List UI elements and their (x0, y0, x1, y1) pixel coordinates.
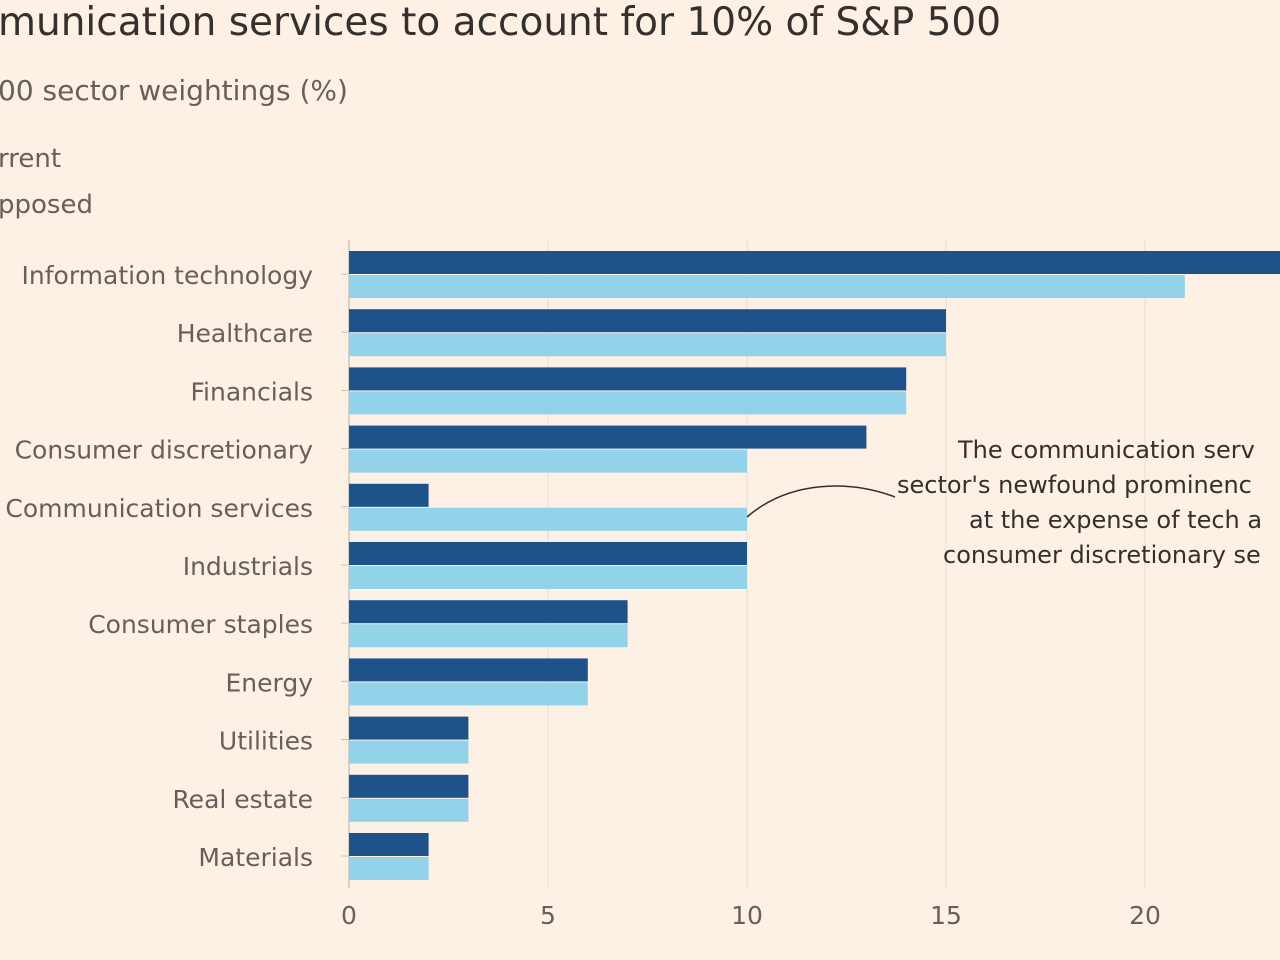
category-label: Energy (225, 668, 313, 697)
bar-proposed (349, 449, 747, 473)
annotation-text: consumer discretionary se (943, 541, 1261, 569)
bar-proposed (349, 857, 429, 880)
category-label: Consumer discretionary (15, 436, 314, 465)
bar-proposed (349, 275, 1185, 298)
bar-current (349, 367, 907, 391)
bar-proposed (349, 682, 588, 706)
bar-current (349, 542, 747, 565)
category-label: Industrials (183, 552, 313, 581)
bar-proposed (349, 391, 907, 415)
bar-proposed (349, 624, 628, 648)
bar-current (349, 716, 469, 740)
x-tick-label: 15 (930, 901, 962, 930)
bar-current (349, 600, 628, 624)
x-tick-label: 10 (731, 901, 763, 930)
category-label: Financials (191, 377, 314, 406)
category-label: Real estate (172, 785, 313, 814)
annotation-leader-line (746, 485, 896, 518)
category-label: Communication services (5, 494, 313, 523)
bar-current (349, 425, 867, 449)
annotation-text: sector's newfound prominenc (897, 471, 1252, 499)
x-tick-label: 0 (341, 901, 357, 930)
x-tick-label: 5 (540, 901, 556, 930)
bar-proposed (349, 740, 469, 764)
bar-current (349, 309, 946, 333)
category-label: Materials (198, 843, 313, 872)
category-label: Consumer staples (88, 610, 313, 639)
bar-proposed (349, 333, 946, 357)
annotation-text: at the expense of tech a (969, 506, 1262, 534)
bar-proposed (349, 798, 469, 822)
bar-current (349, 251, 1280, 274)
legend-current: rrent (0, 144, 62, 174)
bar-proposed (349, 507, 747, 531)
legend-proposed: pposed (0, 190, 93, 220)
category-label: Utilities (219, 727, 313, 756)
bar-current (349, 774, 469, 798)
bar-current (349, 483, 429, 507)
annotation-text: The communication serv (957, 436, 1255, 464)
bar-current (349, 833, 429, 856)
chart-subtitle: 00 sector weightings (%) (0, 74, 348, 107)
category-label: Healthcare (177, 319, 313, 348)
bar-current (349, 658, 588, 682)
x-tick-label: 20 (1129, 901, 1161, 930)
bar-proposed (349, 566, 747, 589)
chart-title: munication services to account for 10% o… (0, 0, 1002, 45)
category-label: Information technology (22, 261, 314, 290)
